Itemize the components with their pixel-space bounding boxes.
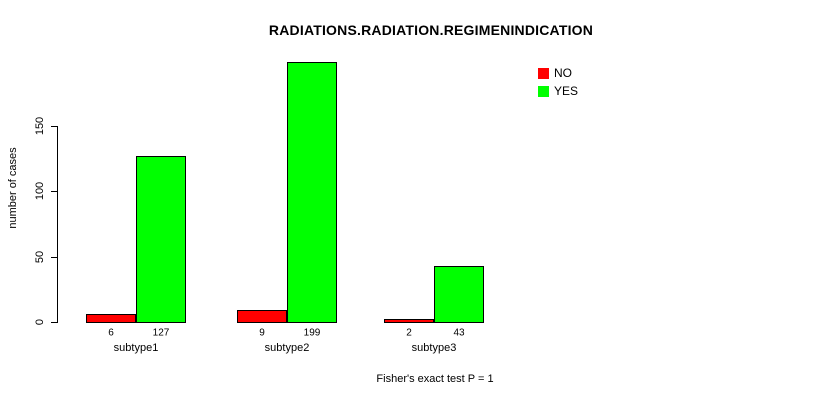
bar-value-label: 127 — [152, 327, 170, 339]
bar-yes-subtype3 — [434, 266, 484, 323]
legend-label: NO — [554, 66, 572, 80]
category-label-subtype3: subtype3 — [411, 342, 457, 354]
y-axis-line — [57, 126, 58, 323]
footnote-fisher-test: Fisher's exact test P = 1 — [376, 373, 494, 385]
legend: NO YES — [538, 66, 578, 102]
category-label-subtype1: subtype1 — [113, 342, 159, 354]
y-tick-label: 150 — [34, 116, 46, 136]
bar-yes-subtype2 — [287, 62, 337, 323]
legend-swatch-yes — [538, 85, 549, 97]
legend-item-no: NO — [538, 66, 578, 80]
bar-no-subtype1 — [86, 314, 136, 323]
bar-value-label: 2 — [406, 327, 412, 339]
y-tick-label: 0 — [34, 318, 46, 326]
category-label-subtype2: subtype2 — [264, 342, 310, 354]
bar-no-subtype2 — [237, 310, 287, 323]
y-tick-label: 100 — [34, 181, 46, 201]
bar-value-label: 6 — [108, 327, 114, 339]
y-tick — [51, 322, 57, 323]
bar-no-subtype3 — [384, 319, 434, 323]
chart-title: RADIATIONS.RADIATION.REGIMENINDICATION — [268, 22, 594, 38]
bar-value-label: 9 — [259, 327, 265, 339]
legend-item-yes: YES — [538, 84, 578, 98]
y-tick — [51, 126, 57, 127]
legend-swatch-no — [538, 67, 549, 79]
y-tick-label: 50 — [34, 250, 46, 264]
bar-yes-subtype1 — [136, 156, 186, 323]
bar-value-label: 43 — [453, 327, 465, 339]
y-tick — [51, 257, 57, 258]
legend-label: YES — [554, 84, 579, 98]
y-tick — [51, 191, 57, 192]
bar-value-label: 199 — [303, 327, 321, 339]
